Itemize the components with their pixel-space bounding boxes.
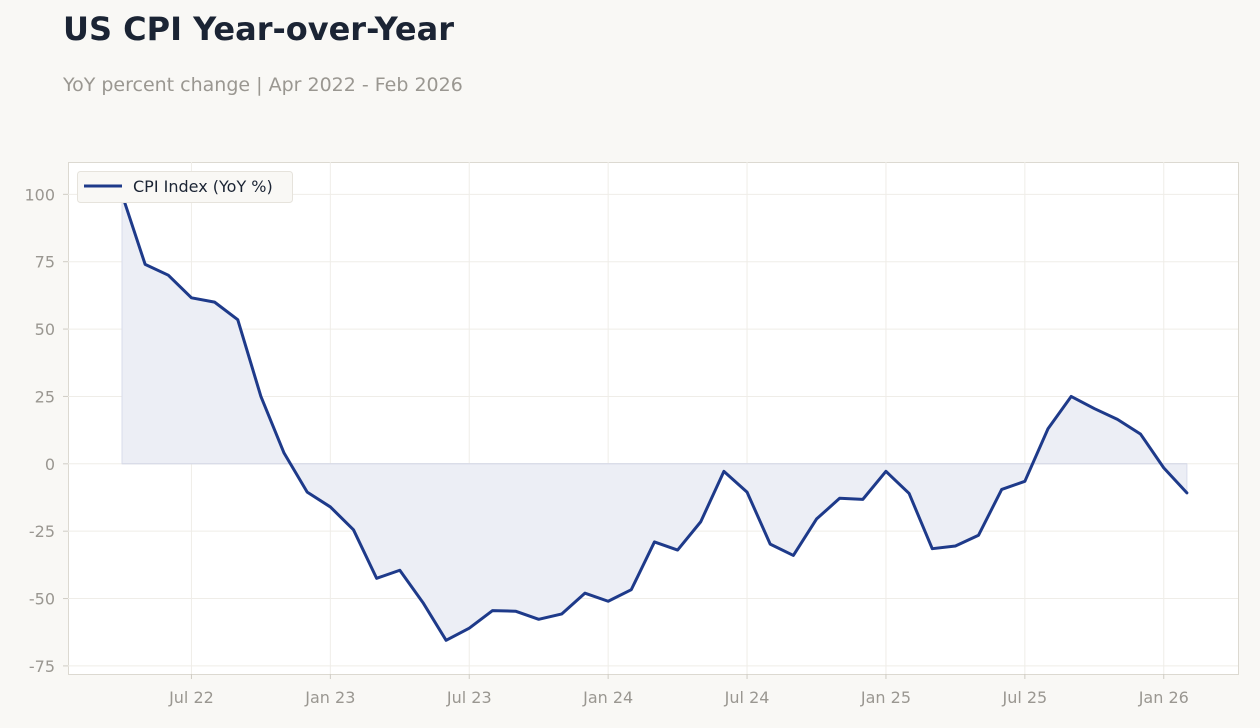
data-point [838,496,842,500]
y-tick-label: -25 [29,522,55,541]
data-point [953,544,957,548]
data-point [166,273,170,277]
data-point [259,394,263,398]
data-point [560,612,564,616]
data-point [722,469,726,473]
data-point [791,553,795,557]
x-tick-label: Jul 24 [724,688,770,707]
data-point [375,576,379,580]
y-tick-label: -50 [29,590,55,609]
data-point [1000,487,1004,491]
data-point [606,599,610,603]
x-axis-ticks: Jul 22 Jan 23 Jul 23 Jan 24 Jul 24 Jan 25 Jul … [168,674,1189,707]
x-tick-label: Jul 25 [1001,688,1047,707]
data-point [1046,427,1050,431]
legend: CPI Index (YoY %) [77,171,293,203]
data-point [352,528,356,532]
y-tick-label: 50 [35,320,55,339]
data-point [583,591,587,595]
data-point [421,601,425,605]
y-tick-label: 100 [24,185,55,204]
data-point [490,609,494,613]
data-point [1023,479,1027,483]
y-axis-ticks: 100 75 50 25 0 -25 -50 -75 [24,185,68,676]
data-point [652,540,656,544]
data-point [1139,432,1143,436]
data-point [444,638,448,642]
data-point [328,505,332,509]
data-point [1115,417,1119,421]
data-point [676,548,680,552]
y-tick-label: 25 [35,387,55,406]
data-point [977,533,981,537]
data-point [398,568,402,572]
data-point [467,626,471,630]
data-point [745,490,749,494]
x-tick-label: Jul 23 [446,688,492,707]
data-point [514,609,518,613]
data-point [907,491,911,495]
x-tick-label: Jan 25 [860,688,911,707]
legend-box [77,171,293,203]
data-point [143,262,147,266]
data-point [699,520,703,524]
data-point [1069,394,1073,398]
chart-title: US CPI Year-over-Year [63,10,454,48]
y-tick-label: -75 [29,657,55,676]
legend-label: CPI Index (YoY %) [133,177,273,196]
data-point [629,588,633,592]
data-point [305,490,309,494]
data-point [213,300,217,304]
data-point [1092,407,1096,411]
data-point [282,451,286,455]
data-point [1162,466,1166,470]
data-point [884,469,888,473]
data-point [861,497,865,501]
data-point [1185,491,1189,495]
x-tick-label: Jan 24 [582,688,633,707]
x-tick-label: Jul 22 [168,688,214,707]
data-point [930,547,934,551]
data-point [815,517,819,521]
x-tick-label: Jan 26 [1138,688,1189,707]
data-point [189,296,193,300]
series-line [120,192,1189,642]
data-point [236,318,240,322]
line-layer [120,192,1189,642]
data-point [537,617,541,621]
y-tick-label: 0 [45,455,55,474]
data-point [768,542,772,546]
x-tick-label: Jan 23 [304,688,355,707]
chart-subtitle: YoY percent change | Apr 2022 - Feb 2026 [63,74,463,96]
y-tick-label: 75 [35,253,55,272]
